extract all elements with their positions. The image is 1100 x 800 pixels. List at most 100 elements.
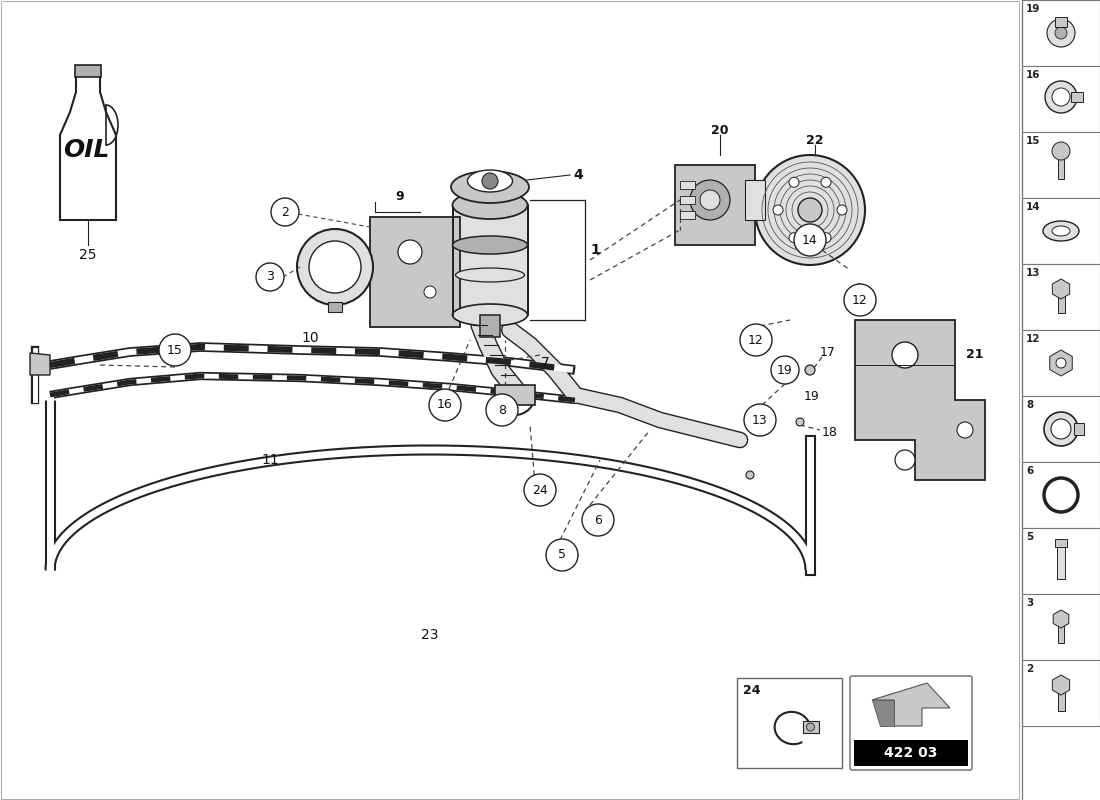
Circle shape: [844, 284, 876, 316]
Bar: [1022, 132, 1100, 198]
Circle shape: [755, 155, 865, 265]
Text: 6: 6: [1026, 466, 1033, 476]
Bar: [803, 721, 818, 733]
Circle shape: [309, 241, 361, 293]
Circle shape: [746, 471, 754, 479]
Circle shape: [805, 365, 815, 375]
Circle shape: [398, 240, 422, 264]
Text: 8: 8: [498, 403, 506, 417]
Circle shape: [1044, 412, 1078, 446]
Text: 3: 3: [266, 270, 274, 283]
Text: 20: 20: [712, 123, 728, 137]
Text: 5: 5: [1026, 532, 1033, 542]
Text: 12: 12: [1026, 334, 1041, 344]
Ellipse shape: [1043, 221, 1079, 241]
Text: 25: 25: [79, 248, 97, 262]
Circle shape: [895, 450, 915, 470]
Circle shape: [798, 198, 822, 222]
Ellipse shape: [1052, 226, 1070, 236]
Circle shape: [582, 504, 614, 536]
Bar: [1022, 462, 1100, 528]
Text: 7: 7: [540, 356, 549, 370]
Text: 15: 15: [167, 343, 183, 357]
Circle shape: [700, 190, 720, 210]
Circle shape: [773, 205, 783, 215]
Circle shape: [744, 404, 775, 436]
Circle shape: [429, 389, 461, 421]
Bar: [1022, 198, 1100, 264]
Bar: [1022, 330, 1100, 396]
Bar: [675, 165, 755, 245]
Bar: [1057, 543, 1065, 579]
Bar: [480, 315, 501, 337]
Circle shape: [1050, 419, 1071, 439]
Circle shape: [806, 723, 814, 731]
Polygon shape: [30, 353, 50, 375]
Text: 5: 5: [558, 549, 566, 562]
Polygon shape: [872, 700, 894, 726]
Polygon shape: [1053, 279, 1069, 299]
Text: 19: 19: [804, 390, 820, 402]
Bar: [745, 180, 764, 220]
Text: 14: 14: [1026, 202, 1041, 212]
Text: 18: 18: [822, 426, 838, 438]
Text: 15: 15: [1026, 136, 1041, 146]
Polygon shape: [855, 320, 984, 480]
Text: 11: 11: [261, 453, 279, 467]
Circle shape: [297, 229, 373, 305]
Circle shape: [690, 180, 730, 220]
FancyBboxPatch shape: [850, 676, 972, 770]
Text: 24: 24: [532, 483, 548, 497]
Bar: [1074, 423, 1084, 435]
Bar: [75, 65, 101, 77]
Bar: [452, 205, 528, 315]
Ellipse shape: [452, 304, 528, 326]
Ellipse shape: [455, 268, 525, 282]
Circle shape: [821, 178, 830, 187]
Text: 2: 2: [1026, 664, 1033, 674]
Circle shape: [892, 342, 918, 368]
Bar: [680, 196, 695, 204]
Text: 4: 4: [573, 168, 583, 182]
Text: 16: 16: [1026, 70, 1041, 80]
Bar: [1057, 289, 1065, 313]
Bar: [495, 385, 535, 405]
Bar: [370, 217, 460, 327]
Circle shape: [486, 394, 518, 426]
Circle shape: [256, 263, 284, 291]
Polygon shape: [60, 75, 116, 220]
Circle shape: [1052, 88, 1070, 106]
Bar: [1058, 619, 1064, 643]
Circle shape: [789, 233, 799, 242]
Circle shape: [546, 539, 578, 571]
Text: 13: 13: [1026, 268, 1041, 278]
Bar: [1022, 594, 1100, 660]
Circle shape: [524, 474, 556, 506]
Text: 17: 17: [821, 346, 836, 359]
Text: 12: 12: [748, 334, 763, 346]
Bar: [854, 740, 968, 766]
Circle shape: [789, 178, 799, 187]
Circle shape: [821, 233, 830, 242]
Text: 3: 3: [1026, 598, 1033, 608]
Text: 24: 24: [742, 684, 760, 697]
Circle shape: [796, 418, 804, 426]
Bar: [328, 302, 342, 312]
Text: 8: 8: [1026, 400, 1033, 410]
Text: 19: 19: [777, 363, 793, 377]
Circle shape: [740, 324, 772, 356]
Polygon shape: [1053, 675, 1069, 695]
Text: 21: 21: [966, 349, 983, 362]
Text: 14: 14: [802, 234, 818, 246]
Bar: [1071, 92, 1083, 102]
Bar: [1022, 66, 1100, 132]
Bar: [1057, 685, 1065, 711]
Text: 19: 19: [1026, 4, 1041, 14]
Bar: [1022, 660, 1100, 726]
Polygon shape: [872, 683, 950, 726]
Bar: [1058, 151, 1064, 179]
Circle shape: [957, 422, 974, 438]
Circle shape: [1047, 19, 1075, 47]
Text: 9: 9: [396, 190, 405, 203]
Bar: [1055, 539, 1067, 547]
